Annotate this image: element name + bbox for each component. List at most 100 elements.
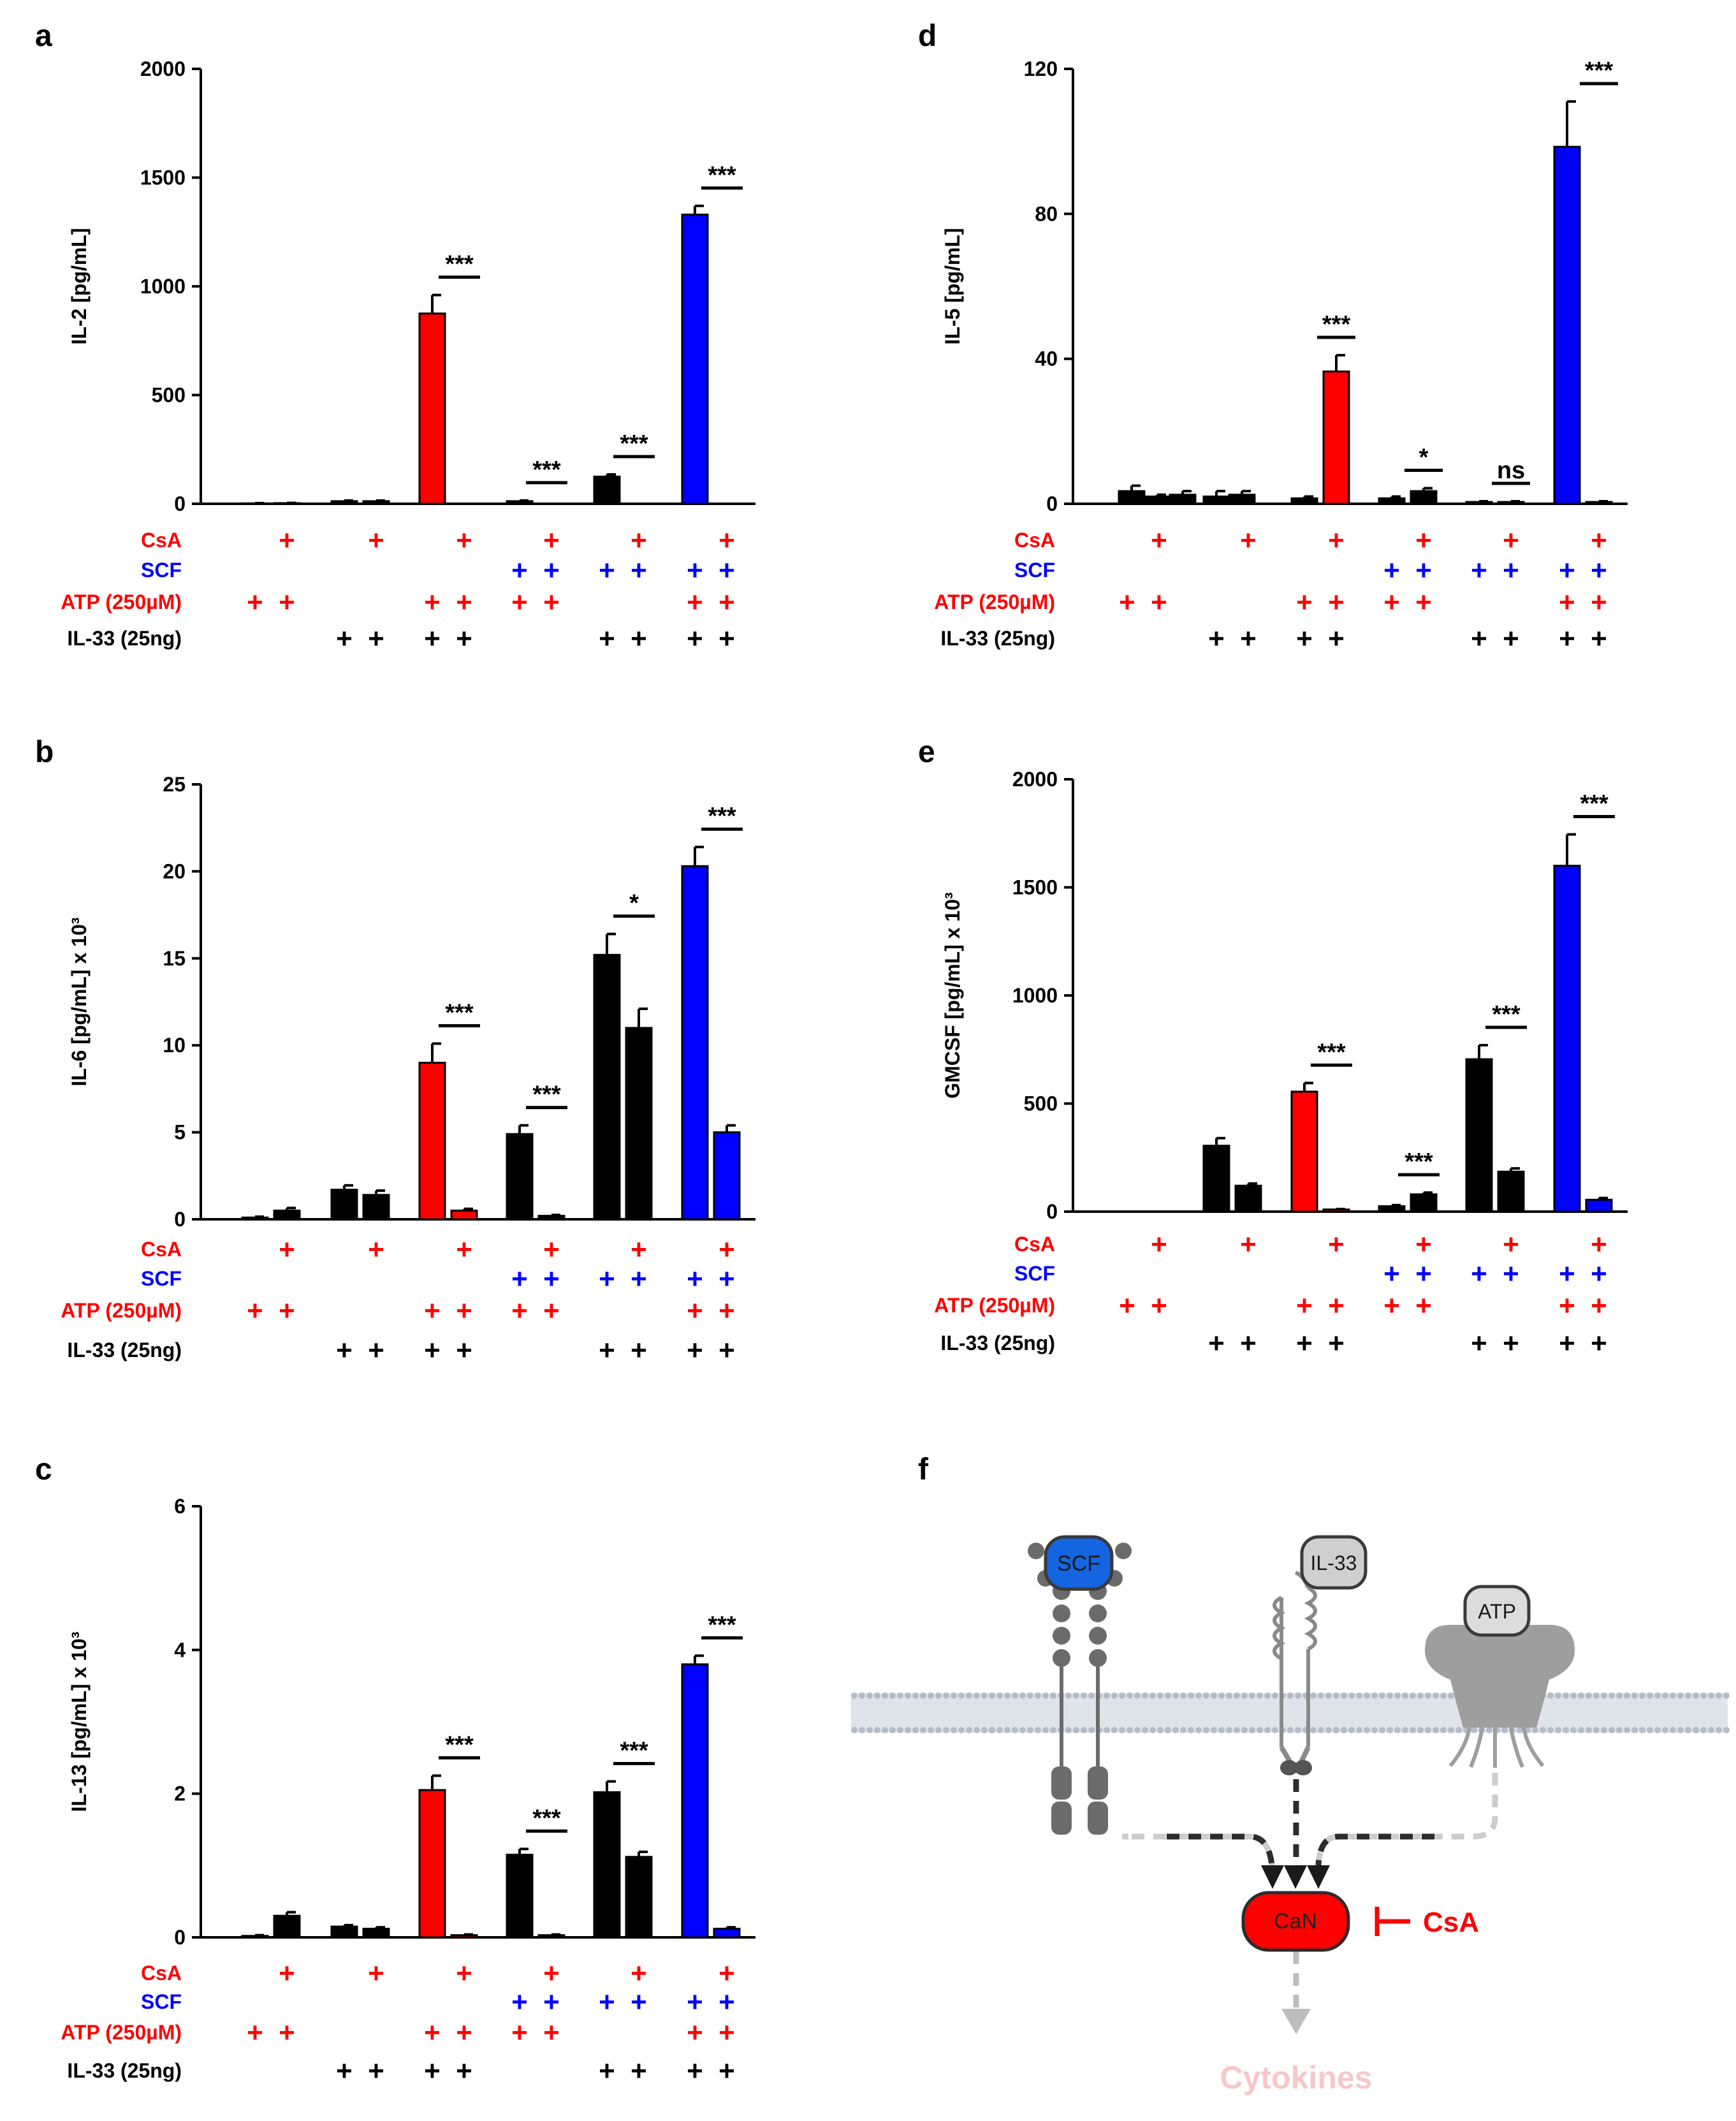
condition-plus-sign: +: [543, 1986, 560, 2018]
condition-plus-sign: +: [631, 2055, 647, 2087]
condition-plus-sign: +: [631, 623, 647, 654]
y-axis-label: GMCSF [pg/mL] x 10³: [941, 892, 964, 1099]
lipid-head: [1119, 1727, 1125, 1733]
condition-plus-sign: +: [543, 587, 560, 618]
lipid-head: [1257, 1727, 1263, 1733]
y-tick-label: 0: [1046, 492, 1058, 515]
condition-row-label: ATP (250µM): [934, 591, 1055, 613]
y-tick-label: 10: [163, 1034, 186, 1057]
condition-plus-sign: +: [1591, 623, 1607, 654]
condition-plus-sign: +: [687, 555, 703, 586]
condition-plus-sign: +: [1559, 1258, 1575, 1289]
il33-ligand-icon: [1300, 1535, 1368, 1590]
lipid-head: [1647, 1727, 1653, 1733]
lipid-head: [1180, 1727, 1186, 1733]
lipid-head: [1700, 1727, 1707, 1733]
kinase-domain: [1088, 1802, 1108, 1835]
lipid-head: [1325, 1727, 1332, 1733]
lipid-head: [1670, 1727, 1676, 1733]
condition-plus-sign: +: [1328, 587, 1345, 618]
lipid-head: [1364, 1727, 1370, 1733]
condition-plus-sign: +: [1471, 623, 1487, 654]
y-tick-label: 120: [1024, 57, 1058, 80]
condition-row-label: IL-33 (25ng): [940, 1332, 1055, 1354]
condition-plus-sign: +: [1383, 1290, 1400, 1321]
bar: [330, 1189, 358, 1221]
lipid-head: [1433, 1692, 1439, 1699]
bar: [1497, 1170, 1525, 1213]
lipid-head: [1081, 1692, 1087, 1699]
condition-plus-sign: +: [511, 2017, 528, 2048]
lipid-head: [1065, 1692, 1072, 1699]
lipid-head: [1586, 1692, 1592, 1699]
condition-plus-sign: +: [1296, 587, 1313, 618]
lipid-head: [1425, 1727, 1431, 1733]
lipid-head: [958, 1692, 965, 1699]
condition-row-label: ATP (250µM): [61, 1299, 182, 1322]
bar: [1585, 1198, 1613, 1213]
condition-plus-sign: +: [631, 1263, 647, 1295]
y-tick-label: 80: [1035, 202, 1058, 225]
lipid-head: [1394, 1692, 1401, 1699]
condition-row-label: SCF: [1014, 1262, 1055, 1285]
condition-plus-sign: +: [1240, 1328, 1257, 1359]
lipid-head: [1670, 1692, 1676, 1699]
lipid-head: [1517, 1727, 1523, 1733]
lipid-head: [1616, 1692, 1623, 1699]
lipid-head: [989, 1727, 995, 1733]
lipid-head: [1440, 1692, 1447, 1699]
condition-plus-sign: +: [456, 2017, 472, 2048]
lipid-head: [1586, 1727, 1592, 1733]
lipid-head: [1188, 1692, 1194, 1699]
condition-plus-sign: +: [247, 1295, 263, 1326]
lipid-head: [1440, 1727, 1447, 1733]
bar: [1228, 494, 1256, 505]
lipid-head: [882, 1727, 888, 1733]
lipid-head: [1165, 1692, 1171, 1699]
lipid-head: [1157, 1692, 1163, 1699]
lipid-head: [1272, 1692, 1278, 1699]
condition-plus-sign: +: [511, 1986, 528, 2018]
panel-letter-a: a: [35, 19, 52, 53]
lipid-head: [1341, 1692, 1347, 1699]
lipid-head: [1012, 1727, 1018, 1733]
significance-label: *: [1419, 444, 1429, 471]
lipid-head: [1104, 1727, 1110, 1733]
lipid-head: [889, 1727, 896, 1733]
lipid-head: [951, 1692, 957, 1699]
condition-plus-sign: +: [1296, 623, 1313, 654]
lipid-head: [1241, 1727, 1248, 1733]
bar: [1118, 490, 1146, 505]
atp-ligand-label: ATP: [1478, 1600, 1516, 1623]
atp-ligand-icon: [1463, 1585, 1531, 1637]
lipid-head: [1104, 1692, 1110, 1699]
condition-plus-sign: +: [543, 1295, 560, 1326]
lipid-head: [1425, 1692, 1431, 1699]
lipid-head: [1119, 1692, 1125, 1699]
y-tick-label: 2000: [140, 57, 186, 80]
condition-plus-sign: +: [1328, 623, 1345, 654]
ig-domain: [1028, 1543, 1044, 1559]
lipid-head: [1723, 1727, 1730, 1733]
kit-receptor-icon: [1028, 1543, 1132, 1835]
condition-plus-sign: +: [687, 2055, 703, 2087]
bar: [1410, 490, 1438, 505]
lipid-head: [1264, 1692, 1271, 1699]
ig-domain: [1089, 1649, 1107, 1667]
condition-row-label: IL-33 (25ng): [67, 2059, 182, 2082]
bar: [593, 1791, 621, 1939]
condition-row-label: CsA: [141, 1962, 182, 1985]
y-tick-label: 4: [174, 1638, 186, 1661]
condition-plus-sign: +: [424, 623, 441, 654]
lipid-head: [935, 1727, 942, 1733]
bar: [1553, 865, 1581, 1213]
condition-plus-sign: +: [687, 623, 703, 654]
condition-plus-sign: +: [1328, 525, 1345, 556]
bar: [593, 953, 621, 1221]
condition-plus-sign: +: [1383, 587, 1400, 618]
bar: [681, 865, 709, 1221]
condition-plus-sign: +: [1383, 555, 1400, 586]
y-axis-label: IL-2 [pg/mL]: [68, 228, 91, 344]
lipid-head: [1639, 1692, 1645, 1699]
